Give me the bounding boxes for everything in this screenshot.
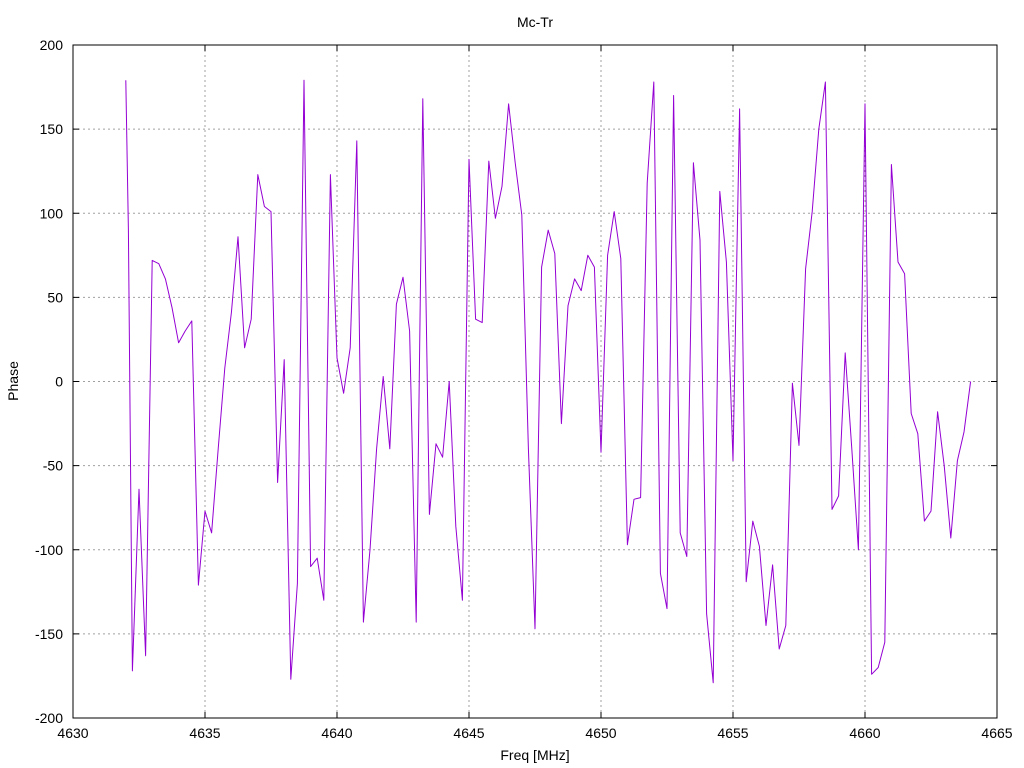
x-tick-label: 4665 (981, 725, 1012, 741)
x-tick-label: 4650 (585, 725, 616, 741)
x-axis-label: Freq [MHz] (500, 747, 569, 763)
y-tick-label: 150 (40, 121, 64, 137)
x-tick-label: 4655 (717, 725, 748, 741)
x-tick-label: 4630 (57, 725, 88, 741)
x-tick-label: 4645 (453, 725, 484, 741)
y-tick-label: 50 (47, 289, 63, 305)
y-tick-label: -50 (43, 458, 63, 474)
y-tick-label: -150 (35, 626, 63, 642)
x-tick-label: 4660 (849, 725, 880, 741)
y-tick-label: 200 (40, 37, 64, 53)
y-tick-label: 100 (40, 205, 64, 221)
x-tick-label: 4635 (189, 725, 220, 741)
y-tick-label: -200 (35, 710, 63, 726)
grid (73, 45, 997, 718)
y-tick-label: 0 (55, 374, 63, 390)
series-line (125, 79, 972, 684)
series-layer (125, 79, 972, 684)
y-axis-label: Phase (5, 361, 21, 401)
chart-title: Mc-Tr (517, 14, 553, 30)
y-tick-label: -100 (35, 542, 63, 558)
axis-ticks: 4630 4635 4640 4645 4650 4655 4660 4665 -200 -150… (35, 37, 1013, 741)
x-tick-label: 4640 (321, 725, 352, 741)
